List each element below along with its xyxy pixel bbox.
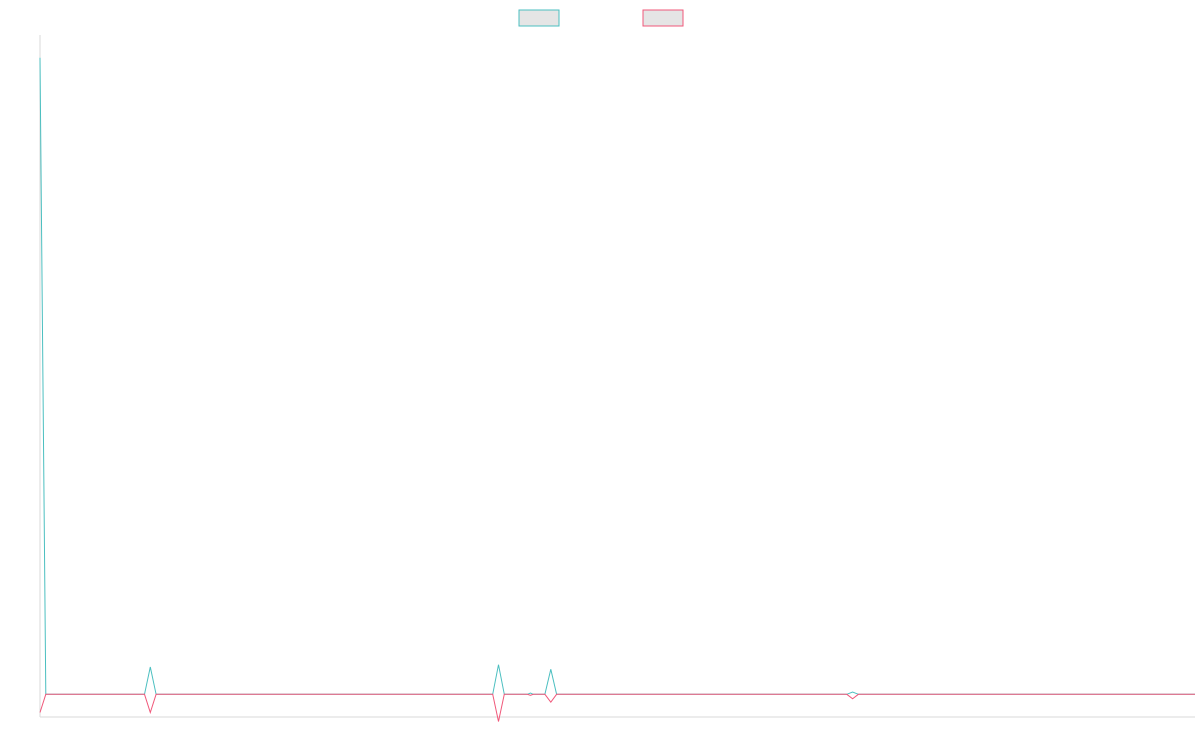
legend [518, 9, 684, 27]
series-group [39, 57, 1195, 722]
series-line-1 [39, 57, 1195, 695]
axes [39, 35, 1195, 718]
legend-swatch-1 [518, 9, 560, 27]
legend-swatch-2 [642, 9, 684, 27]
series-line-2 [39, 693, 1195, 722]
